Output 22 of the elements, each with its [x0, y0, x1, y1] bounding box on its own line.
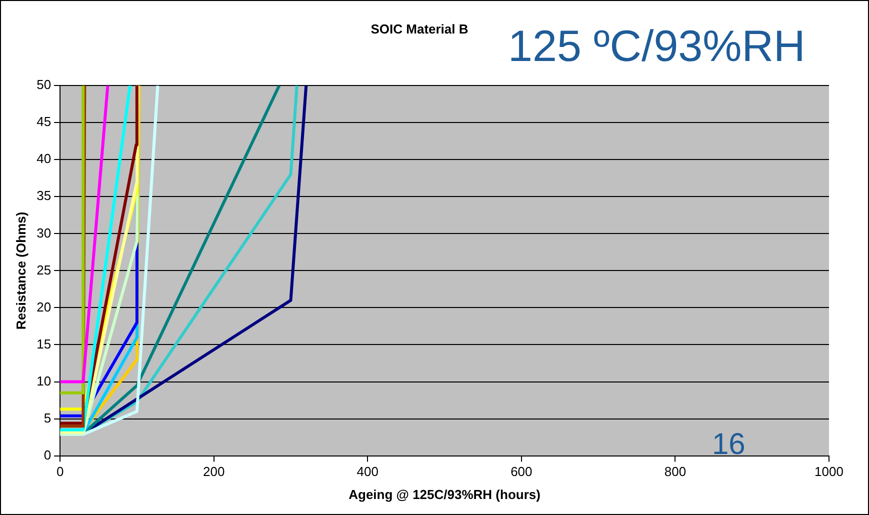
text: 125 ºC/93%RH	[508, 22, 806, 72]
x-axis-title: Ageing @ 125C/93%RH (hours)	[348, 486, 540, 502]
x-tick-label: 400	[356, 464, 378, 480]
x-tick-label: 600	[510, 464, 532, 480]
y-axis-title: Resistance (Ohms)	[13, 212, 28, 330]
chart-title: SOIC Material B	[370, 21, 468, 36]
y-tick-label: 30	[36, 225, 52, 240]
annotation: 16	[712, 428, 746, 462]
y-tick-label: 45	[36, 114, 52, 130]
y-tick-label: 5	[44, 410, 52, 426]
y-tick-label: 0	[44, 447, 52, 462]
x-tick-label: 0	[56, 464, 64, 480]
y-tick-label: 10	[36, 373, 52, 388]
y-tick-label: 35	[36, 188, 52, 204]
x-tick-label: 200	[202, 464, 225, 480]
y-tick-label: 15	[36, 336, 52, 352]
y-tick-label: 40	[36, 151, 52, 166]
y-tick-label: 50	[36, 77, 52, 92]
y-tick-label: 25	[36, 262, 52, 278]
y-tick-label: 20	[36, 299, 52, 314]
x-tick-label: 1000	[814, 464, 844, 480]
x-tick-label: 800	[664, 464, 686, 480]
